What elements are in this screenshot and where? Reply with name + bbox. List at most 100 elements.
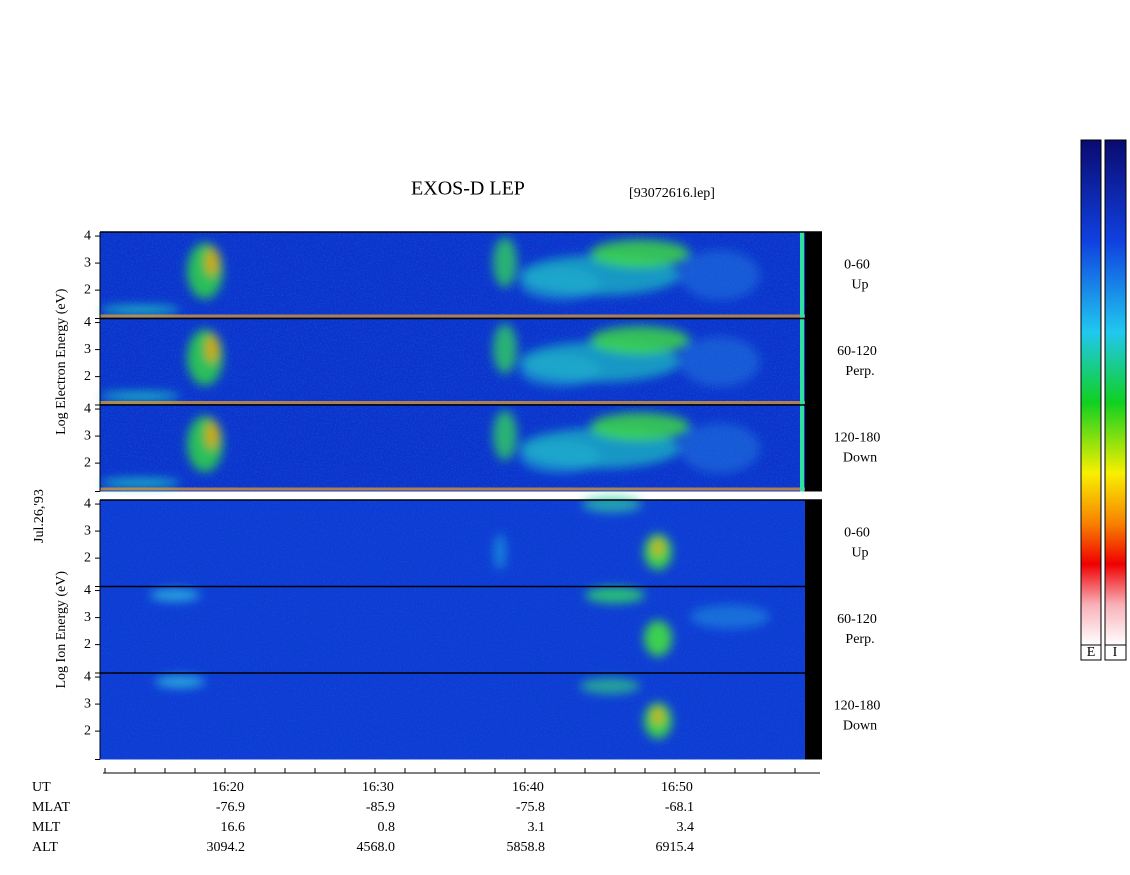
ephemeris-name: MLT	[32, 820, 61, 835]
ephemeris-value: 16:30	[362, 780, 394, 795]
spectrogram-feature	[493, 323, 517, 374]
spectrogram-feature	[100, 237, 760, 314]
data-gap	[805, 586, 822, 673]
spectrogram-feature	[494, 533, 506, 570]
spectrogram-feature	[206, 334, 218, 363]
y-tick-label: 2	[84, 550, 91, 565]
spectrogram-feature	[590, 326, 690, 355]
ephemeris-value: -68.1	[665, 800, 694, 815]
spectrogram-feature	[680, 423, 760, 474]
spectrogram-feature	[520, 354, 600, 387]
spectrogram-feature	[100, 487, 805, 491]
spectrogram-feature	[690, 604, 770, 629]
spectrogram-feature	[580, 677, 640, 694]
spectrogram-feature	[493, 410, 517, 461]
spectrogram-feature	[653, 708, 663, 725]
ephemeris-value: 3094.2	[207, 840, 246, 855]
y-tick-label: 2	[84, 455, 91, 470]
spectrogram-feature	[100, 305, 180, 314]
ephemeris-name: UT	[32, 780, 51, 795]
y-axis-label: Log Ion Energy (eV)	[54, 571, 69, 689]
y-tick-label: 3	[84, 696, 91, 711]
y-tick-label: 3	[84, 342, 91, 357]
spectrogram-feature	[100, 478, 180, 487]
direction-label: Up	[851, 277, 868, 292]
spectrogram-feature	[187, 329, 223, 386]
spectrogram-feature	[100, 314, 805, 318]
data-gap	[805, 500, 822, 587]
ephemeris-value: 3.4	[677, 820, 695, 835]
y-tick-label: 3	[84, 610, 91, 625]
ephemeris-value: -85.9	[366, 800, 395, 815]
spectrogram-feature	[150, 589, 200, 602]
spectrogram-feature	[582, 496, 642, 513]
spectrogram-feature	[187, 415, 223, 472]
direction-label: Down	[843, 718, 877, 733]
y-tick-label: 4	[84, 583, 91, 598]
y-tick-label: 4	[84, 228, 91, 243]
spectrogram-feature	[680, 336, 760, 387]
data-gap	[805, 405, 822, 492]
y-tick-label: 2	[84, 723, 91, 738]
spectrogram-feature	[100, 401, 805, 404]
ephemeris-name: ALT	[32, 840, 58, 855]
y-tick-label: 3	[84, 255, 91, 270]
y-tick-label: 2	[84, 282, 91, 297]
direction-label: Perp.	[845, 364, 874, 379]
ephemeris-value: 16:20	[212, 780, 244, 795]
ephemeris-value: 4568.0	[357, 840, 396, 855]
spectrogram-feature	[800, 318, 804, 405]
spectrogram-feature	[187, 242, 223, 299]
ephemeris-value: 0.8	[378, 820, 396, 835]
spectrogram-feature	[644, 620, 672, 657]
data-gap	[805, 673, 822, 760]
spectrogram-feature	[800, 232, 804, 319]
colorbar-label-box	[1104, 644, 1127, 661]
angle-label: 60-120	[837, 344, 877, 359]
y-axis-label: Log Electron Energy (eV)	[54, 288, 69, 435]
spectrogram-noise	[100, 586, 805, 673]
ephemeris-name: MLAT	[32, 800, 71, 815]
spectrogram-feature	[150, 587, 770, 657]
spectrogram-feature	[590, 239, 690, 268]
title: EXOS-D LEP	[411, 178, 525, 200]
angle-label: 60-120	[837, 612, 877, 627]
spectrogram-feature	[100, 392, 180, 401]
colorbar	[1104, 139, 1127, 646]
spectrogram-feature	[653, 539, 663, 556]
ephemeris-value: -76.9	[216, 800, 245, 815]
colorbar	[1080, 139, 1102, 646]
ephemeris-value: 5858.8	[507, 840, 546, 855]
spectrogram-feature	[520, 267, 600, 300]
direction-label: Perp.	[845, 632, 874, 647]
angle-label: 120-180	[834, 698, 881, 713]
spectrogram-feature	[520, 440, 600, 473]
y-tick-label: 2	[84, 369, 91, 384]
spectrogram-feature	[155, 675, 672, 739]
direction-label: Up	[851, 545, 868, 560]
spectrogram-feature	[100, 323, 760, 401]
spectrogram-feature	[206, 248, 218, 277]
ephemeris-value: 6915.4	[656, 840, 695, 855]
y-tick-label: 4	[84, 669, 91, 684]
data-gap	[805, 232, 822, 319]
data-gap	[805, 318, 822, 405]
colorbar-label-box	[1080, 644, 1102, 661]
y-tick-label: 3	[84, 428, 91, 443]
date-label: Jul.26,'93	[32, 489, 47, 543]
file-label: [93072616.lep]	[629, 186, 715, 201]
y-tick-label: 4	[84, 401, 91, 416]
angle-label: 0-60	[844, 525, 870, 540]
spectrogram-feature	[680, 250, 760, 301]
spectrogram-feature	[206, 421, 218, 450]
ephemeris-value: 16:50	[661, 780, 693, 795]
angle-label: 0-60	[844, 257, 870, 272]
spectrogram-feature	[155, 675, 205, 688]
spectrogram-noise	[100, 673, 805, 760]
ephemeris-value: 16.6	[221, 820, 246, 835]
direction-label: Down	[843, 450, 877, 465]
colorbar-label: E	[1087, 645, 1096, 660]
spectrogram-feature	[800, 405, 804, 492]
angle-label: 120-180	[834, 430, 881, 445]
